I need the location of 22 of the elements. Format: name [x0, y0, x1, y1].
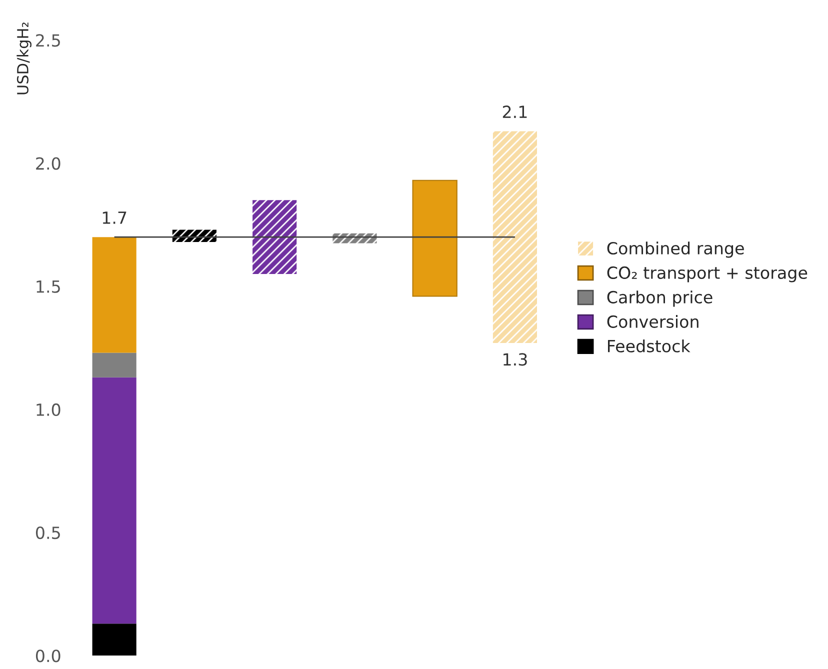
- y-axis-title: USD/kgH₂: [16, 22, 32, 94]
- legend-label: Combined range: [607, 242, 744, 258]
- y-tick-label: 0.5: [36, 526, 60, 540]
- bar: [252, 200, 297, 274]
- total-label: 1.7: [102, 212, 126, 224]
- y-tick-label: 2.0: [36, 157, 60, 170]
- legend-label: Feedstock: [608, 340, 690, 352]
- y-tick-label: 0.0: [36, 650, 60, 662]
- bar: [492, 131, 537, 343]
- bar: [92, 377, 136, 624]
- bar: [92, 237, 136, 353]
- y-tick-label: 1.0: [36, 403, 60, 416]
- legend-label: Conversion: [607, 315, 698, 328]
- bar: [92, 352, 136, 378]
- annotation: 1.3: [504, 353, 527, 366]
- legend-label: CO₂ transport + storage: [607, 266, 808, 282]
- bar: [92, 624, 136, 656]
- annotation: 2.1: [502, 106, 527, 118]
- legend-label: Carbon price: [607, 290, 712, 307]
- y-tick-label: 2.5: [36, 34, 60, 47]
- bar: [412, 180, 458, 297]
- y-tick-label: 1.5: [36, 280, 60, 293]
